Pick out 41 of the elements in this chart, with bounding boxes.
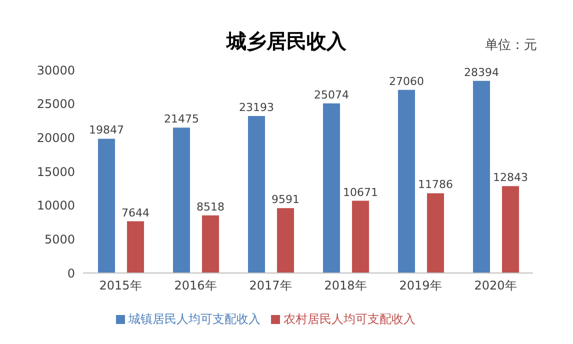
y-tick-label: 0	[67, 266, 75, 280]
bar	[323, 103, 340, 273]
data-label: 11786	[418, 178, 453, 192]
x-tick-label: 2015年	[99, 278, 142, 293]
data-label: 28394	[464, 66, 499, 79]
x-tick-label: 2019年	[399, 278, 442, 293]
y-tick-label: 20000	[36, 130, 75, 145]
y-tick-label: 15000	[36, 164, 75, 179]
data-label: 12843	[493, 171, 528, 184]
data-label: 10671	[343, 186, 378, 199]
data-label: 21475	[164, 112, 199, 126]
bar	[398, 90, 415, 273]
data-label: 23193	[239, 101, 274, 114]
bar	[352, 200, 369, 273]
x-tick-label: 2018年	[324, 278, 367, 293]
y-tick-label: 10000	[36, 198, 75, 213]
data-label: 27060	[389, 74, 424, 88]
bar	[127, 221, 144, 273]
y-tick-label: 5000	[44, 232, 75, 246]
data-label: 8518	[196, 200, 224, 214]
y-tick-label: 25000	[36, 97, 75, 112]
bar	[173, 128, 190, 273]
x-tick-label: 2016年	[174, 278, 217, 293]
bar	[427, 193, 444, 273]
bar	[248, 116, 265, 273]
bar	[98, 138, 115, 273]
bar	[502, 186, 519, 273]
bar	[473, 80, 490, 273]
legend-label: 城镇居民人均可支配收入	[128, 312, 260, 326]
bar	[202, 215, 219, 273]
data-label: 7644	[122, 206, 150, 220]
legend-label: 农村居民人均可支配收入	[284, 312, 416, 326]
y-tick-label: 30000	[36, 63, 75, 78]
text: 单位：元	[485, 37, 537, 54]
x-tick-label: 2017年	[249, 278, 292, 293]
chart-title: 城乡居民收入	[226, 29, 346, 53]
bar	[277, 208, 294, 273]
data-label: 19847	[89, 124, 124, 137]
data-label: 9591	[272, 193, 300, 206]
x-tick-label: 2020年	[474, 278, 517, 293]
data-label: 25074	[314, 88, 349, 102]
